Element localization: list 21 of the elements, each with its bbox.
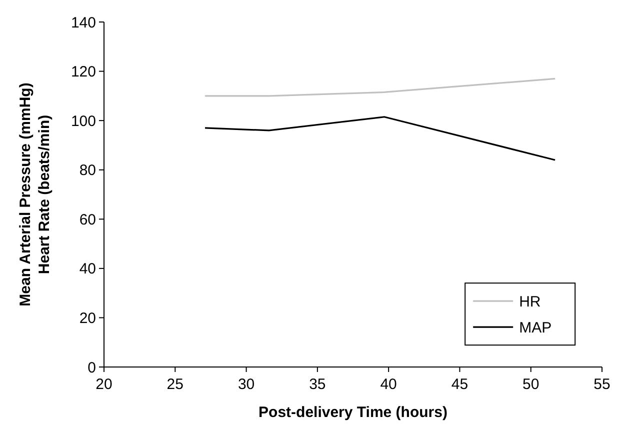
legend-label: MAP <box>519 319 552 336</box>
line-series <box>204 116 556 161</box>
x-tick-label: 40 <box>380 376 397 393</box>
x-tick-label: 35 <box>309 376 326 393</box>
y-tick-label: 140 <box>70 14 96 32</box>
x-tick-label: 45 <box>451 376 468 393</box>
y-tick-label: 100 <box>70 112 96 130</box>
x-tick-label: 25 <box>166 376 184 393</box>
x-axis-title: Post-delivery Time (hours) <box>258 404 448 421</box>
x-tick-label: 50 <box>522 376 540 393</box>
y-tick-label: 40 <box>79 260 96 278</box>
x-tick-label: 55 <box>594 376 610 393</box>
y-axis-title: Mean Arterial Pressure (mmHg) Heart Rate (beats/min) <box>17 82 53 306</box>
y-tick-label: 80 <box>79 162 96 180</box>
legend-label: HR <box>519 293 541 310</box>
y-tick-label: 60 <box>79 211 96 228</box>
y-tick-label: 0 <box>88 359 96 376</box>
x-tick-label: 20 <box>96 376 112 393</box>
y-tick-label: 120 <box>70 64 96 81</box>
y-tick-label: 20 <box>79 310 96 327</box>
x-tick-label: 30 <box>238 376 255 393</box>
